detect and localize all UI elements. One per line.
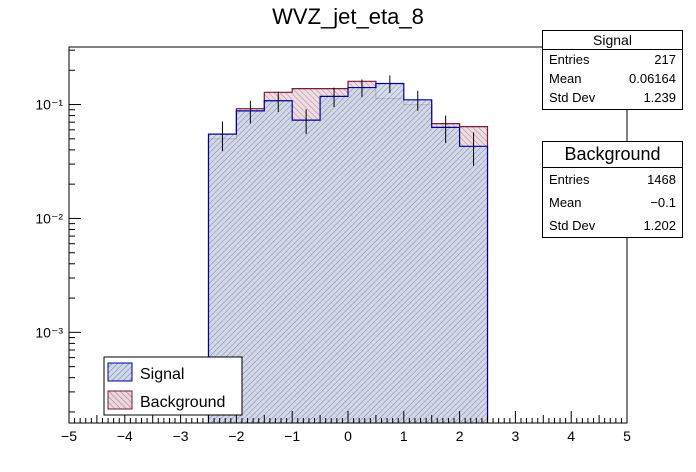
signal-bar (403, 99, 432, 424)
stat-label: Entries (549, 52, 590, 67)
x-tick-label: −1 (284, 428, 300, 444)
stat-label: Std Dev (549, 90, 596, 105)
stat-value: −0.1 (650, 195, 676, 210)
signal-bar (320, 96, 348, 423)
background-outline (207, 80, 489, 423)
signal-bar (431, 127, 460, 423)
x-tick-label: 0 (344, 428, 352, 444)
y-tick-label: 10⁻¹ (35, 97, 63, 113)
x-tick-label: 2 (456, 428, 464, 444)
signal-stats-row: Std Dev 1.239 (543, 88, 682, 107)
y-axis: 10⁻³ 10⁻² 10⁻¹ (35, 49, 81, 413)
x-tick-label: −4 (117, 428, 133, 444)
x-tick-label: −3 (173, 428, 189, 444)
legend: Signal Background (103, 356, 243, 416)
x-axis: −5 −4 −3 −2 −1 0 1 2 3 4 5 (61, 411, 631, 444)
legend-label-background: Background (140, 394, 225, 411)
stat-value: 0.06164 (629, 71, 676, 86)
background-stats-box: Background Entries 1468 Mean −0.1 Std De… (542, 141, 683, 238)
signal-bar (292, 120, 321, 424)
signal-stats-row: Entries 217 (543, 50, 682, 69)
signal-bar (459, 146, 488, 423)
legend-label-signal: Signal (140, 366, 184, 383)
signal-stats-title: Signal (543, 31, 682, 50)
stat-label: Entries (549, 172, 590, 187)
y-tick-label: 10⁻³ (35, 324, 63, 340)
stat-label: Mean (549, 71, 582, 86)
signal-stats-box: Signal Entries 217 Mean 0.06164 Std Dev … (542, 30, 683, 110)
signal-bar (348, 87, 376, 423)
signal-bar (375, 83, 404, 423)
legend-swatch-background (107, 390, 133, 410)
background-stats-row: Entries 1468 (543, 168, 682, 191)
x-tick-label: −2 (228, 428, 244, 444)
y-tick-label: 10⁻² (35, 210, 63, 226)
stat-value: 217 (654, 52, 676, 67)
chart-title: WVZ_jet_eta_8 (272, 4, 424, 29)
background-stats-row: Std Dev 1.202 (543, 214, 682, 237)
x-tick-label: 4 (567, 428, 575, 444)
signal-bar (264, 100, 293, 423)
stat-label: Mean (549, 195, 582, 210)
legend-swatch-signal (107, 362, 133, 382)
background-stats-row: Mean −0.1 (543, 191, 682, 214)
signal-stats-row: Mean 0.06164 (543, 69, 682, 88)
stat-label: Std Dev (549, 218, 596, 233)
signal-error-bars (221, 75, 475, 166)
stat-value: 1.239 (643, 90, 676, 105)
stat-value: 1.202 (643, 218, 676, 233)
stat-value: 1468 (647, 172, 676, 187)
background-stats-title: Background (543, 142, 682, 168)
x-tick-label: 3 (512, 428, 520, 444)
x-tick-label: 5 (623, 428, 631, 444)
x-tick-label: −5 (61, 428, 77, 444)
x-tick-label: 1 (400, 428, 408, 444)
